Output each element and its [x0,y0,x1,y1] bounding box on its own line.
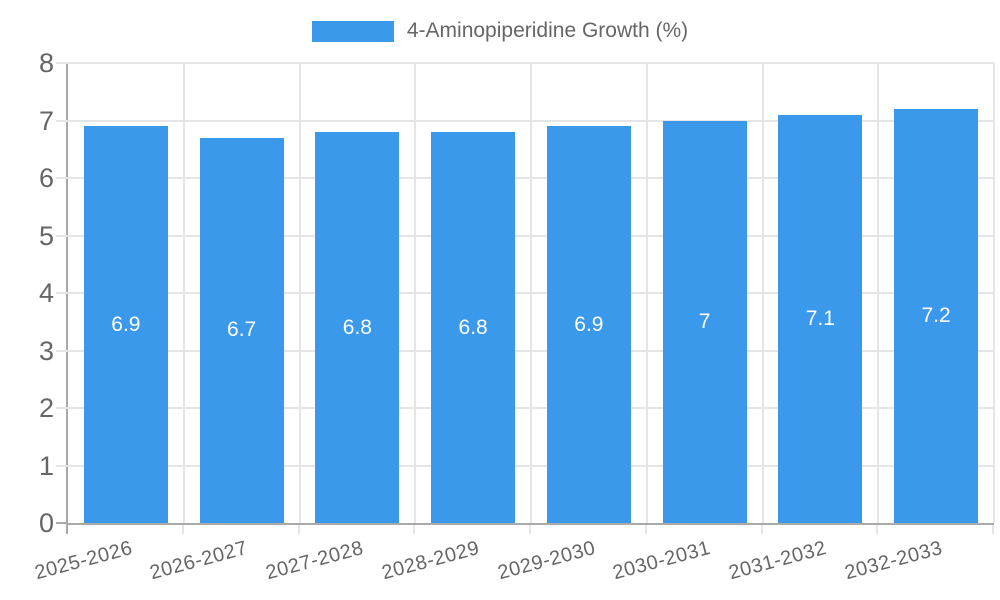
bar-2031-2032[interactable] [778,114,863,523]
y-axis-tick-label: 6 [38,163,54,193]
x-gridline [877,63,880,523]
bar-2025-2026[interactable] [83,126,168,523]
y-axis-tick-label: 1 [38,450,54,481]
y-axis-tick-label: 2 [38,393,54,423]
y-axis-tick-label: 4 [38,278,54,308]
y-axis-tick-mark [56,119,68,122]
y-axis-tick-label: 8 [38,48,54,78]
x-axis-tick-mark [992,525,994,534]
x-axis-tick-label: 2027-2028 [263,537,367,585]
x-axis-tick-mark [644,525,647,534]
y-axis-tick-mark [56,177,68,179]
x-axis-tick-label: 2026-2027 [147,537,251,585]
y-axis-tick-mark [56,464,68,467]
x-axis-tick-label: 2031-2032 [726,537,830,585]
y-axis-tick-label: 3 [38,335,54,366]
x-axis-tick-label: 2030-2031 [610,537,714,585]
x-gridline [182,63,185,523]
x-axis-tick-mark [66,525,68,534]
chart-legend: 4-Aminopiperidine Growth (%) [0,19,1000,43]
y-axis-tick-label: 0 [38,508,54,538]
bar-2029-2030[interactable] [546,126,631,523]
bar-2028-2029[interactable] [431,132,516,523]
x-gridline [298,63,301,523]
y-axis-tick-mark [56,292,68,294]
bar-2027-2028[interactable] [315,132,400,523]
legend-label: 4-Aminopiperidine Growth (%) [406,19,689,42]
bar-2030-2031[interactable] [662,120,747,523]
x-axis-tick-mark [297,525,300,534]
x-gridline [414,63,417,523]
legend-item[interactable]: 4-Aminopiperidine Growth (%) [311,19,689,43]
y-axis-tick-mark [56,407,68,409]
x-axis-tick-mark [181,525,184,534]
x-axis-tick-label: 2025-2026 [32,537,135,585]
x-gridline [645,63,648,523]
x-axis-tick-mark [529,525,531,534]
bar-2032-2033[interactable] [894,109,979,523]
y-axis-tick-mark [56,349,68,352]
y-axis-tick-mark [56,234,68,237]
y-axis-tick-mark [56,62,68,64]
plot-area: 6.9 6.7 6.8 6.8 6.9 7 7.1 7.2 [66,62,995,525]
x-axis-tick-mark [413,525,416,534]
y-axis-tick-mark [56,522,68,524]
x-axis-tick-label: 2032-2033 [842,537,945,585]
x-axis-tick-mark [760,525,763,534]
x-axis-tick-label: 2028-2029 [379,537,482,585]
legend-swatch-icon [311,20,394,42]
y-axis-tick-label: 5 [38,220,54,251]
x-axis-tick-mark [876,525,879,534]
x-gridline [993,63,995,523]
x-gridline [761,63,764,523]
x-gridline [530,63,532,523]
bar-2026-2027[interactable] [199,137,284,523]
y-axis-tick-label: 7 [38,105,54,136]
x-axis-tick-label: 2029-2030 [495,537,598,585]
